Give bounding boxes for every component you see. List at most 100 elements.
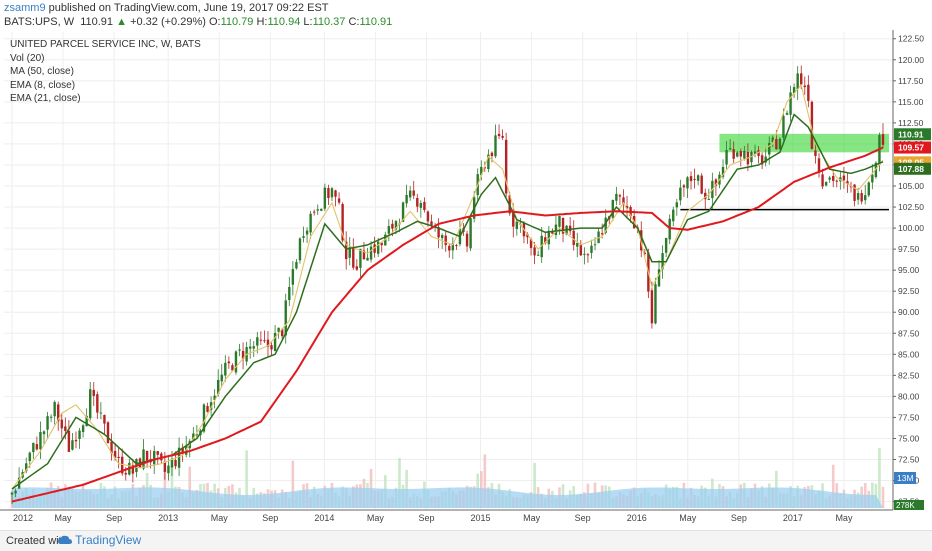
candle-body [604, 217, 607, 233]
volume-ma-area [12, 487, 883, 508]
volume-bar [483, 454, 487, 508]
candle-body [576, 242, 579, 247]
candle-body [259, 339, 263, 341]
candle-body [28, 452, 31, 462]
candle-body [280, 329, 284, 337]
candle-body [209, 402, 213, 411]
candle-body [736, 152, 739, 157]
indicator-legend: UNITED PARCEL SERVICE INC, W, BATS Vol (… [10, 38, 201, 106]
candle-body [92, 389, 95, 396]
candle-body [64, 426, 67, 431]
candle-body [768, 142, 771, 155]
candle-body [860, 193, 863, 202]
candle-body [600, 233, 604, 235]
candle-body [448, 245, 451, 251]
candle-body [238, 349, 241, 351]
candle-body [785, 112, 789, 115]
candle-body [423, 201, 426, 210]
candle-body [853, 184, 856, 201]
x-tick-label: May [679, 513, 697, 523]
candle-body [323, 187, 327, 209]
candle-body [515, 221, 519, 230]
candle-body [302, 236, 305, 238]
y-tick-label: 85.00 [898, 349, 920, 359]
volume-bar [170, 457, 174, 508]
candle-body [57, 404, 60, 422]
volume-bar [188, 466, 192, 508]
candle-body [807, 84, 810, 101]
candle-body [263, 340, 266, 342]
candle-body [696, 175, 700, 181]
candle-body [163, 461, 167, 472]
candle-body [821, 174, 824, 187]
close-value: 110.91 [359, 16, 393, 28]
candle-body [700, 175, 703, 194]
candle-body [291, 269, 295, 285]
candle-body [856, 193, 860, 200]
candle-body [871, 174, 874, 183]
candle-body [682, 185, 686, 188]
candle-body [341, 204, 344, 241]
candle-body [757, 150, 760, 157]
legend-ema8[interactable]: EMA (8, close) [10, 79, 76, 91]
candle-body [67, 430, 71, 452]
candle-body [419, 203, 423, 208]
volume-bar [881, 486, 885, 508]
candle-body [344, 241, 348, 260]
y-tick-label: 115.00 [898, 97, 924, 107]
candle-body [554, 224, 558, 236]
candle-body [842, 175, 846, 181]
x-tick-label: May [835, 513, 853, 523]
open-label: O: [208, 16, 221, 28]
high-value: 110.94 [267, 16, 301, 28]
candle-body [590, 245, 593, 253]
candle-body [103, 414, 106, 424]
tradingview-logo[interactable]: TradingView [58, 533, 141, 547]
volume-bar [245, 450, 248, 508]
candle-body [444, 235, 447, 246]
candle-body [220, 374, 223, 382]
price-chart[interactable]: 2012 May Sep 2013 May Sep 2014 May Sep 2015 May Sep… [0, 30, 932, 530]
legend-vol[interactable]: Vol (20) [10, 52, 45, 64]
candle-body [32, 442, 35, 453]
volume-bar [291, 460, 295, 508]
candle-body [248, 346, 252, 349]
candle-body [544, 237, 547, 244]
candle-body [611, 199, 615, 218]
candle-body [743, 150, 746, 159]
candle-body [327, 188, 330, 199]
x-tick-label: May [523, 513, 541, 523]
candle-body [192, 433, 195, 440]
volume-label-text: 278K [896, 501, 915, 510]
username[interactable]: zsamm9 [4, 2, 46, 14]
candle-body [352, 247, 355, 268]
candle-body [405, 194, 408, 204]
candle-body [732, 149, 735, 159]
y-tick-label: 95.00 [898, 265, 920, 275]
candle-body [551, 230, 554, 234]
y-tick-label: 75.00 [898, 433, 920, 443]
x-tick-label: May [55, 513, 73, 523]
candle-body [39, 431, 42, 450]
candle-body [305, 230, 309, 235]
candle-body [693, 178, 696, 180]
candle-body [846, 181, 849, 184]
candle-body [216, 379, 220, 394]
candle-body [764, 156, 767, 163]
legend-ma50[interactable]: MA (50, close) [10, 66, 74, 77]
candle-body [14, 490, 17, 494]
candle-body [778, 138, 782, 150]
y-tick-label: 80.00 [898, 391, 920, 401]
candle-body [775, 139, 778, 150]
candle-body [835, 180, 838, 182]
resistance-zone [719, 133, 889, 153]
price-label-box [894, 162, 931, 175]
y-tick-label: 72.50 [898, 455, 920, 465]
candle-body [53, 401, 56, 417]
candle-body [124, 472, 127, 475]
candle-body [337, 198, 341, 203]
legend-ema21[interactable]: EMA (21, close) [10, 93, 81, 104]
candle-body [74, 439, 78, 442]
x-tick-label: 2016 [627, 513, 647, 523]
candle-body [504, 139, 508, 194]
